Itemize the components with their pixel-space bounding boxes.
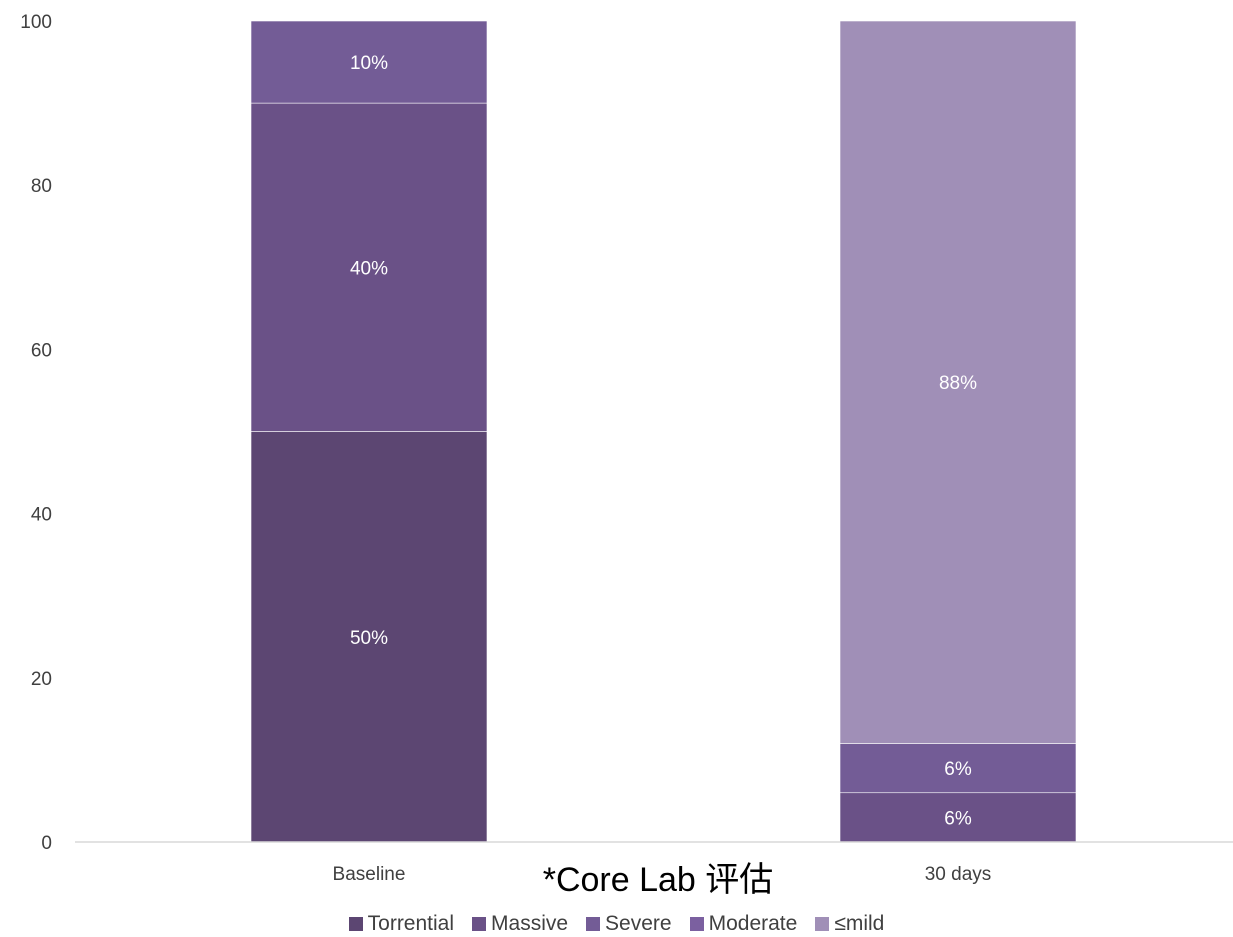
legend-item: Moderate	[689, 912, 798, 936]
bar-data-label: 6%	[944, 759, 972, 780]
bar-data-label: 6%	[944, 808, 972, 829]
legend-item: Torrential	[348, 912, 455, 936]
bar-segment	[839, 792, 1077, 843]
legend-label: Severe	[605, 912, 672, 935]
y-tick-label: 20	[31, 669, 52, 690]
x-axis-ticks: Baseline 30 days	[333, 864, 992, 885]
bar-data-label: 50%	[350, 628, 388, 649]
legend-label: Torrential	[367, 912, 455, 935]
legend-swatch	[586, 917, 601, 931]
bar-segment	[250, 431, 488, 843]
legend-swatch	[472, 917, 487, 931]
legend-label: Moderate	[708, 912, 798, 935]
bar-labels-layer: 50% 40% 10% 6% 6% 88%	[350, 53, 977, 829]
legend-label: ≤mild	[834, 912, 885, 935]
chart-legend: Torrential Massive Severe Moderate ≤mild	[0, 912, 1233, 936]
x-tick-label: 30 days	[925, 864, 992, 885]
chart-annotation: *Core Lab 评估	[542, 861, 774, 899]
bar-segment	[250, 20, 488, 104]
bar-segment	[839, 20, 1077, 744]
legend-swatch	[689, 917, 704, 931]
legend-item: ≤mild	[815, 912, 884, 936]
legend-swatch	[348, 917, 363, 931]
legend-item: Massive	[472, 912, 568, 936]
y-axis-ticks: 0 20 40 60 80 100	[20, 12, 52, 854]
legend-label: Massive	[491, 912, 569, 935]
bar-segment	[250, 102, 488, 432]
bars-layer	[250, 20, 1077, 843]
bar-segment	[839, 743, 1077, 794]
y-tick-label: 60	[31, 340, 52, 361]
y-tick-label: 80	[31, 176, 52, 197]
y-tick-label: 40	[31, 505, 52, 526]
y-tick-label: 100	[20, 12, 52, 33]
bar-data-label: 88%	[939, 373, 977, 394]
bar-data-label: 40%	[350, 258, 388, 279]
legend-swatch	[815, 917, 830, 931]
x-tick-label: Baseline	[333, 864, 406, 885]
legend-item: Severe	[586, 912, 672, 936]
bar-data-label: 10%	[350, 53, 388, 74]
y-tick-label: 0	[41, 833, 52, 854]
